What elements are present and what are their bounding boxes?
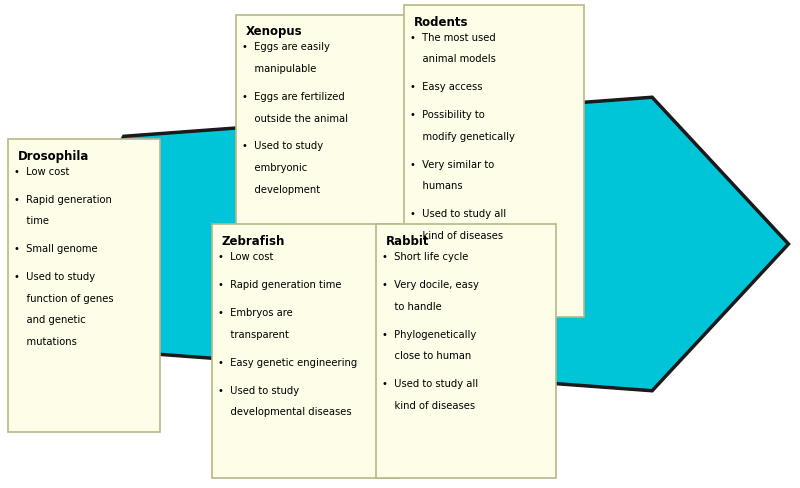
Text: manipulable: manipulable — [242, 64, 317, 74]
FancyBboxPatch shape — [376, 224, 556, 478]
Text: function of genes: function of genes — [14, 294, 114, 304]
Text: •  Used to study: • Used to study — [14, 272, 95, 282]
Text: time: time — [14, 216, 50, 226]
Text: •  Used to study all: • Used to study all — [410, 209, 506, 219]
Text: kind of diseases: kind of diseases — [410, 231, 503, 241]
Text: close to human: close to human — [382, 351, 472, 361]
Text: •  Small genome: • Small genome — [14, 244, 98, 254]
Text: •  Eggs are easily: • Eggs are easily — [242, 42, 330, 52]
Text: •  Used to study: • Used to study — [242, 142, 323, 151]
Text: mutations: mutations — [14, 337, 78, 347]
Text: kind of diseases: kind of diseases — [382, 401, 475, 411]
Text: •  Rapid generation: • Rapid generation — [14, 195, 112, 205]
Text: •  Short life cycle: • Short life cycle — [382, 252, 469, 262]
Text: developmental diseases: developmental diseases — [218, 407, 352, 417]
Text: transparent: transparent — [218, 330, 290, 340]
FancyBboxPatch shape — [404, 5, 584, 317]
Text: Drosophila: Drosophila — [18, 150, 89, 163]
Text: animal models: animal models — [410, 54, 496, 64]
Text: •  Used to study: • Used to study — [218, 386, 299, 395]
Text: •  The most used: • The most used — [410, 33, 496, 42]
Text: humans: humans — [410, 181, 463, 191]
Text: Zebrafish: Zebrafish — [222, 235, 285, 248]
Text: •  Easy access: • Easy access — [410, 82, 483, 92]
Text: and genetic: and genetic — [14, 315, 86, 325]
Text: •  Rapid generation time: • Rapid generation time — [218, 280, 342, 290]
Text: •  Easy genetic engineering: • Easy genetic engineering — [218, 358, 358, 367]
Text: •  Low cost: • Low cost — [14, 167, 70, 177]
Text: Rabbit: Rabbit — [386, 235, 429, 248]
Text: outside the animal: outside the animal — [242, 114, 349, 123]
Text: embryonic: embryonic — [242, 163, 308, 173]
Text: •  Used to study all: • Used to study all — [382, 379, 478, 389]
Text: •  Very docile, easy: • Very docile, easy — [382, 280, 479, 290]
Text: •  Eggs are fertilized: • Eggs are fertilized — [242, 92, 345, 102]
FancyBboxPatch shape — [236, 15, 408, 268]
Polygon shape — [72, 98, 788, 390]
Text: Rodents: Rodents — [414, 16, 468, 29]
Text: •  Phylogenetically: • Phylogenetically — [382, 330, 477, 340]
Text: Xenopus: Xenopus — [246, 25, 302, 39]
Text: to handle: to handle — [382, 302, 442, 312]
FancyBboxPatch shape — [8, 139, 160, 432]
Text: •  Low cost: • Low cost — [218, 252, 274, 262]
Text: •  Possibility to: • Possibility to — [410, 110, 485, 120]
Text: •  Embryos are: • Embryos are — [218, 308, 293, 318]
Text: •  Very similar to: • Very similar to — [410, 160, 494, 169]
Text: development: development — [242, 184, 321, 195]
FancyBboxPatch shape — [212, 224, 400, 478]
Text: modify genetically: modify genetically — [410, 132, 515, 142]
